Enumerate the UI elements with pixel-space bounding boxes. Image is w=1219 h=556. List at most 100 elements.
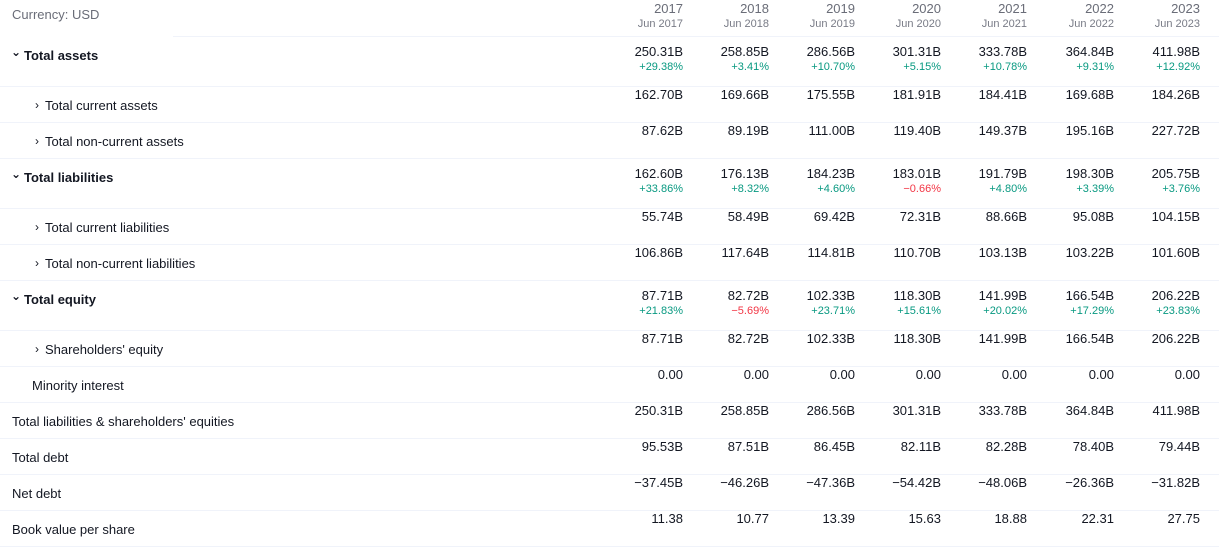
row-label: Total debt [12, 439, 68, 475]
table-cell: 82.72B −5.69% [683, 288, 769, 320]
table-cell: 106.86B [597, 245, 683, 281]
cell-change-percent: +33.86% [639, 183, 683, 195]
cell-value: 82.72B [727, 331, 769, 346]
row-label[interactable]: ⌄ Total assets [9, 37, 98, 73]
table-cell: 141.99B [941, 331, 1027, 367]
table-cell: 258.85B +3.41% [683, 44, 769, 76]
column-year: 2019 [826, 1, 855, 16]
table-row-total-non-current-assets[interactable]: › Total non-current assets 87.62B 89.19B 111… [0, 123, 1219, 159]
chevron-right-icon[interactable]: › [35, 256, 39, 270]
column-header-2021: 2021 Jun 2021 [941, 1, 1027, 33]
cell-value: 0.00 [1174, 367, 1200, 382]
table-row-shareholders-equity[interactable]: › Shareholders' equity 87.71B 82.72B 102.33B… [0, 331, 1219, 367]
table-cell: 27.75 [1114, 511, 1200, 547]
table-cell: 0.00 [1028, 367, 1114, 403]
chevron-down-icon[interactable]: ⌄ [10, 167, 22, 181]
table-cell: 0.00 [855, 367, 941, 403]
table-row-total-assets[interactable]: ⌄ Total assets 250.31B +29.38% 258.85B +3.41%… [0, 37, 1219, 87]
table-cell: 101.60B [1114, 245, 1200, 281]
cell-value: −54.42B [892, 475, 941, 490]
row-label[interactable]: › Total current assets [30, 87, 158, 123]
row-label-text: Book value per share [12, 521, 135, 537]
cell-value: 166.54B [1065, 288, 1114, 303]
cell-value: 78.40B [1072, 439, 1114, 454]
table-cell: 250.31B +29.38% [597, 44, 683, 76]
table-cell: 227.72B [1114, 123, 1200, 159]
cell-value: 333.78B [978, 44, 1027, 59]
chevron-down-icon[interactable]: ⌄ [10, 289, 22, 303]
cell-value: 206.22B [1151, 331, 1200, 346]
cell-value: 181.91B [892, 87, 941, 102]
row-label-text: Minority interest [32, 377, 124, 393]
cell-value: 301.31B [892, 44, 941, 59]
chevron-right-icon[interactable]: › [35, 134, 39, 148]
column-header-2019: 2019 Jun 2019 [769, 1, 855, 33]
cell-value: 110.70B [893, 245, 941, 260]
table-cell: 10.77 [683, 511, 769, 547]
row-label[interactable]: › Total current liabilities [30, 209, 169, 245]
table-row-total-equity[interactable]: ⌄ Total equity 87.71B +21.83% 82.72B −5.69% 10… [0, 281, 1219, 331]
cell-value: 58.49B [727, 209, 769, 224]
table-cell: −37.45B [597, 475, 683, 511]
table-cell: 184.26B [1114, 87, 1200, 123]
table-cell: 72.31B [855, 209, 941, 245]
cell-value: 118.30B [893, 288, 941, 303]
cell-value: 72.31B [899, 209, 941, 224]
cell-value: 55.74B [641, 209, 683, 224]
cell-value: 101.60B [1151, 245, 1200, 260]
row-label[interactable]: › Total non-current liabilities [30, 245, 195, 281]
cell-value: 95.08B [1072, 209, 1114, 224]
cell-value: 22.31 [1081, 511, 1114, 526]
row-label[interactable]: ⌄ Total equity [9, 281, 96, 317]
cell-value: 258.85B [720, 403, 769, 418]
table-cell: 141.99B +20.02% [941, 288, 1027, 320]
column-year: 2018 [740, 1, 769, 16]
cell-change-percent: −0.66% [903, 183, 941, 195]
cell-value: 183.01B [892, 166, 941, 181]
table-row-total-liabilities[interactable]: ⌄ Total liabilities 162.60B +33.86% 176.13B +… [0, 159, 1219, 209]
chevron-right-icon[interactable]: › [35, 98, 39, 112]
table-cell: 118.30B [855, 331, 941, 367]
table-cell: 117.64B [683, 245, 769, 281]
cell-value: 141.99B [978, 288, 1027, 303]
table-cell: 87.62B [597, 123, 683, 159]
cell-value: 286.56B [806, 403, 855, 418]
table-cell: 149.37B [941, 123, 1027, 159]
row-label[interactable]: › Shareholders' equity [30, 331, 163, 367]
cell-value: 103.22B [1065, 245, 1114, 260]
chevron-right-icon[interactable]: › [35, 342, 39, 356]
cell-value: 102.33B [806, 331, 855, 346]
cell-change-percent: +23.71% [811, 305, 855, 317]
table-cell: 166.54B [1028, 331, 1114, 367]
table-cell: −47.36B [769, 475, 855, 511]
chevron-down-icon[interactable]: ⌄ [10, 45, 22, 59]
table-row-total-current-liabilities[interactable]: › Total current liabilities 55.74B 58.49B 69… [0, 209, 1219, 245]
cell-value: 13.39 [822, 511, 855, 526]
row-label: Minority interest [32, 367, 124, 403]
table-cell: 169.68B [1028, 87, 1114, 123]
table-cell: 55.74B [597, 209, 683, 245]
cell-value: 118.30B [893, 331, 941, 346]
row-label[interactable]: ⌄ Total liabilities [9, 159, 113, 195]
cell-value: 364.84B [1065, 403, 1114, 418]
cell-change-percent: +21.83% [639, 305, 683, 317]
table-cell: 11.38 [597, 511, 683, 547]
cell-value: 119.40B [893, 123, 941, 138]
chevron-right-icon[interactable]: › [35, 220, 39, 234]
cell-value: 169.68B [1065, 87, 1114, 102]
row-label: Net debt [12, 475, 61, 511]
table-cell: 175.55B [769, 87, 855, 123]
cell-change-percent: +3.41% [731, 61, 769, 73]
cell-value: 191.79B [978, 166, 1027, 181]
cell-change-percent: +4.60% [817, 183, 855, 195]
cell-value: 0.00 [657, 367, 683, 382]
table-row-total-non-current-liabilities[interactable]: › Total non-current liabilities 106.86B 117… [0, 245, 1219, 281]
table-cell: −48.06B [941, 475, 1027, 511]
table-cell: 286.56B [769, 403, 855, 439]
table-row-total-current-assets[interactable]: › Total current assets 162.70B 169.66B 175.5… [0, 87, 1219, 123]
column-year: 2017 [654, 1, 683, 16]
cell-value: 102.33B [806, 288, 855, 303]
cell-change-percent: +12.92% [1156, 61, 1200, 73]
row-label[interactable]: › Total non-current assets [30, 123, 184, 159]
table-cell: 95.08B [1028, 209, 1114, 245]
